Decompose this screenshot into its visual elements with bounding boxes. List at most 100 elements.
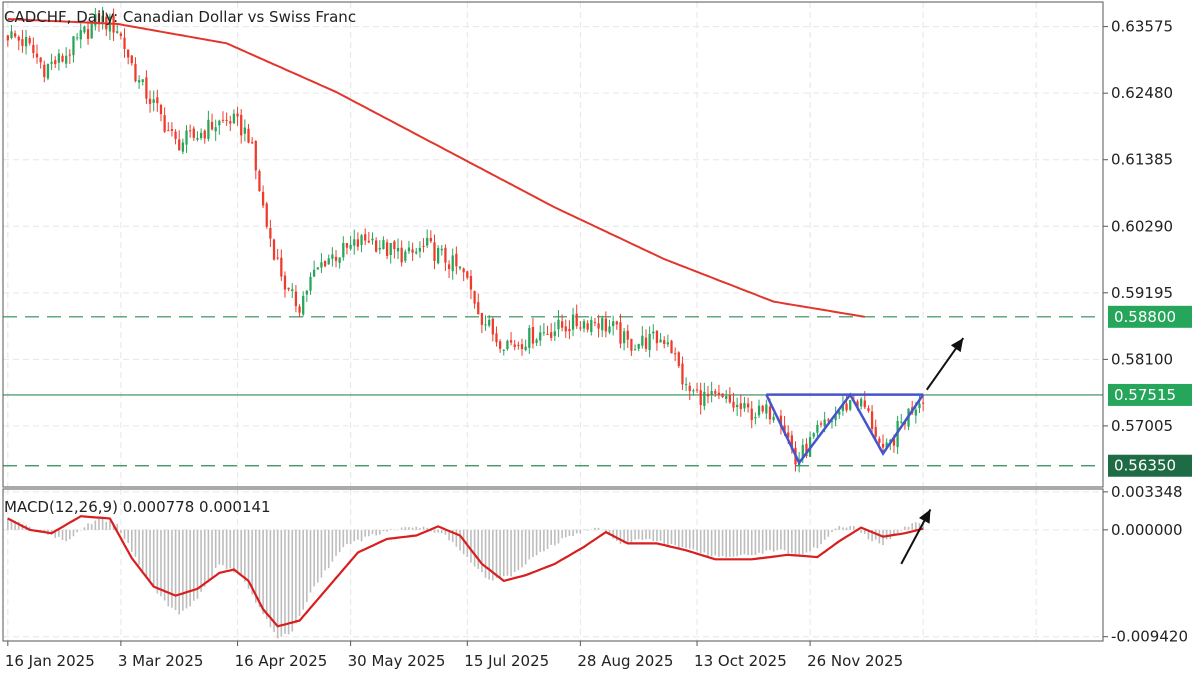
candle-body xyxy=(637,343,640,349)
candle-body xyxy=(280,257,283,277)
candle-body xyxy=(356,239,360,247)
candle-body xyxy=(539,332,542,341)
candle-body xyxy=(768,406,772,420)
candle-body xyxy=(575,313,578,327)
candle-body xyxy=(721,393,724,397)
candle-body xyxy=(466,271,469,278)
candle-body xyxy=(666,342,670,345)
candle-body xyxy=(50,61,53,64)
moving-average-line xyxy=(7,18,865,318)
candle-body xyxy=(39,57,42,63)
candle-body xyxy=(378,247,381,250)
candle-body xyxy=(805,443,808,457)
chart-title: CADCHF, Daily: Canadian Dollar vs Swiss … xyxy=(4,8,356,26)
candle-body xyxy=(867,408,870,411)
candle-body xyxy=(240,114,243,136)
candle-body xyxy=(590,320,593,332)
candle-body xyxy=(458,266,462,269)
candle-body xyxy=(900,421,903,423)
candle-body xyxy=(294,291,298,307)
candle-body xyxy=(674,353,677,355)
candle-body xyxy=(334,256,338,261)
candle-body xyxy=(221,119,225,121)
candle-body xyxy=(488,319,491,326)
candle-body xyxy=(353,239,356,246)
candle-body xyxy=(520,344,524,349)
candle-body xyxy=(185,130,188,145)
candle-body xyxy=(717,392,721,395)
candle-body xyxy=(601,318,604,331)
candle-body xyxy=(914,409,917,416)
candle-body xyxy=(192,128,195,138)
candle-body xyxy=(469,276,473,290)
candle-body xyxy=(210,121,214,130)
candle-body xyxy=(761,405,764,412)
candle-body xyxy=(411,249,414,253)
candle-body xyxy=(659,339,662,343)
candle-body xyxy=(560,321,564,328)
candle-body xyxy=(254,140,257,171)
candle-body xyxy=(619,322,622,344)
price-level-badge xyxy=(1108,383,1192,406)
x-tick-label: 28 Aug 2025 xyxy=(577,652,673,670)
candle-body xyxy=(287,287,290,290)
candle-body xyxy=(787,432,790,438)
candle-body xyxy=(597,323,600,329)
candle-body xyxy=(320,262,323,268)
candle-body xyxy=(207,119,210,139)
candle-body xyxy=(338,257,341,263)
y-tick-label: 0.59195 xyxy=(1111,284,1173,302)
candle-body xyxy=(13,33,17,37)
macd-y-tick-label: 0.000000 xyxy=(1111,521,1183,539)
candle-body xyxy=(586,323,589,330)
candle-body xyxy=(137,80,141,83)
candle-body xyxy=(251,142,254,144)
candle-body xyxy=(528,327,531,348)
candle-body xyxy=(43,64,46,77)
candle-body xyxy=(404,251,407,261)
candle-body xyxy=(152,99,155,103)
candle-body xyxy=(342,243,345,258)
xaxis-layer: 16 Jan 2025 3 Mar 2025 16 Apr 2025 30 May 2… xyxy=(5,641,903,670)
candle-body xyxy=(79,30,82,40)
candle-body xyxy=(608,326,611,333)
candle-body xyxy=(790,435,793,450)
candle-body xyxy=(440,248,443,251)
candle-body xyxy=(582,321,586,329)
candle-body xyxy=(364,234,367,241)
price-level-badge-label: 0.58800 xyxy=(1114,308,1176,326)
pattern-layer xyxy=(765,337,965,466)
candle-body xyxy=(736,404,739,408)
candle-body xyxy=(163,115,166,132)
candle-body xyxy=(856,401,859,408)
candle-body xyxy=(564,326,567,332)
candle-body xyxy=(436,248,440,264)
candle-body xyxy=(502,349,505,351)
candle-body xyxy=(159,104,163,115)
candle-body xyxy=(542,332,546,334)
candle-body xyxy=(695,389,699,391)
candle-body xyxy=(283,275,287,290)
candle-body xyxy=(101,15,104,24)
candle-body xyxy=(382,240,385,249)
candle-body xyxy=(309,276,312,291)
candle-body xyxy=(10,31,13,39)
candle-body xyxy=(633,349,637,351)
candle-body xyxy=(772,416,775,421)
candle-body xyxy=(229,121,232,124)
x-tick-label: 3 Mar 2025 xyxy=(118,652,204,670)
candle-body xyxy=(845,403,848,411)
candle-body xyxy=(579,327,582,329)
candle-body xyxy=(506,340,509,350)
candle-body xyxy=(874,426,877,437)
candles-layer xyxy=(6,7,925,473)
candle-body xyxy=(433,242,436,261)
candle-body xyxy=(232,113,236,124)
candle-body xyxy=(302,295,305,315)
candle-body xyxy=(360,235,363,246)
candle-body xyxy=(885,442,888,448)
candle-body xyxy=(429,237,432,242)
candle-body xyxy=(323,261,327,267)
candle-body xyxy=(145,77,148,99)
candle-body xyxy=(550,332,553,338)
